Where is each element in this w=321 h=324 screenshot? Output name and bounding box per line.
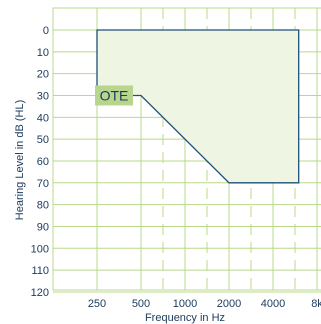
y-tick-label: 10 bbox=[37, 47, 49, 59]
y-tick-label: 50 bbox=[37, 134, 49, 146]
y-tick-label: 70 bbox=[37, 178, 49, 190]
plot-frame bbox=[52, 7, 321, 291]
x-tick-label: 1000 bbox=[173, 298, 197, 310]
x-tick-label: 250 bbox=[88, 298, 106, 310]
x-tick-label: 4000 bbox=[261, 298, 285, 310]
y-tick-labels: 0 10 20 30 40 50 60 70 80 90 100 110 120 bbox=[31, 25, 49, 299]
ote-label: OTE bbox=[100, 87, 129, 103]
y-tick-label: 120 bbox=[31, 287, 49, 299]
x-tick-label: 2000 bbox=[217, 298, 241, 310]
y-tick-label: 100 bbox=[31, 243, 49, 255]
x-tick-label: 8k bbox=[311, 298, 321, 310]
x-axis-title: Frequency in Hz bbox=[145, 312, 225, 324]
y-tick-label: 20 bbox=[37, 69, 49, 81]
x-tick-label: 500 bbox=[132, 298, 150, 310]
ote-label-box bbox=[95, 85, 133, 106]
y-axis-title: Hearing Level in dB (HL) bbox=[14, 100, 26, 220]
y-tick-label: 90 bbox=[37, 221, 49, 233]
x-tick-labels: 250 500 1000 2000 4000 8k bbox=[88, 298, 321, 310]
fitting-range-area bbox=[97, 30, 299, 183]
y-tick-label: 0 bbox=[43, 25, 49, 37]
fitting-range-group: OTE bbox=[95, 29, 300, 184]
y-tick-label: 80 bbox=[37, 200, 49, 212]
y-tick-label: 60 bbox=[37, 156, 49, 168]
y-tick-label: 40 bbox=[37, 112, 49, 124]
y-tick-label: 110 bbox=[31, 265, 49, 277]
y-tick-label: 30 bbox=[37, 90, 49, 102]
